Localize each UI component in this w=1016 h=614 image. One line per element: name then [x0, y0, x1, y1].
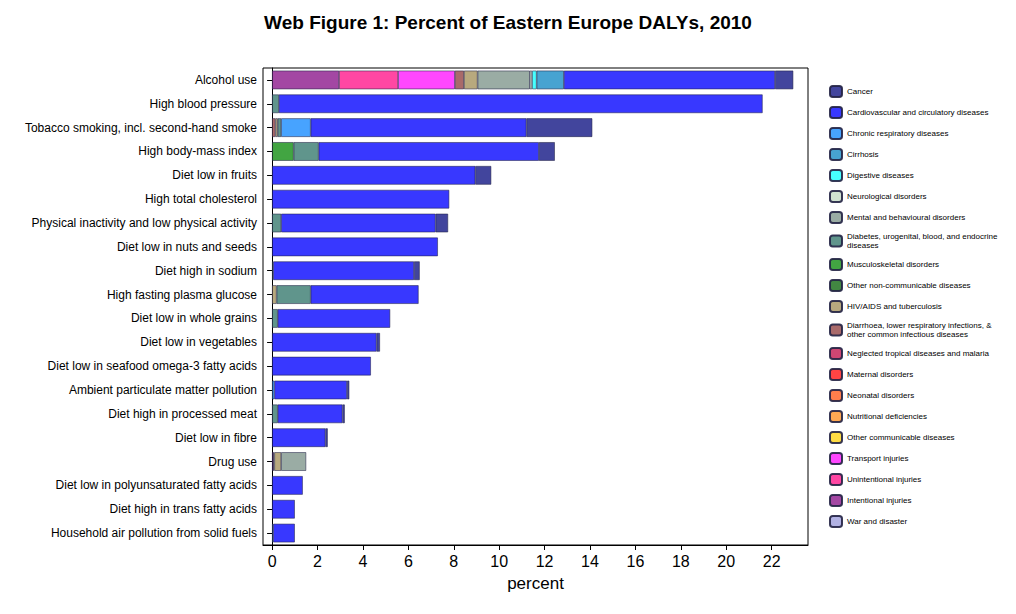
svg-text:High fasting plasma glucose: High fasting plasma glucose — [107, 288, 257, 302]
svg-text:Unintentional injuries: Unintentional injuries — [847, 475, 921, 484]
svg-text:Tobacco smoking, incl. second-: Tobacco smoking, incl. second-hand smoke — [25, 121, 257, 135]
svg-text:Chronic respiratory diseases: Chronic respiratory diseases — [847, 129, 948, 138]
svg-text:Diet high in sodium: Diet high in sodium — [155, 264, 257, 278]
svg-text:High body-mass index: High body-mass index — [138, 144, 257, 158]
svg-text:Alcohol use: Alcohol use — [195, 73, 257, 87]
svg-text:Neurological disorders: Neurological disorders — [847, 192, 927, 201]
svg-text:Maternal disorders: Maternal disorders — [847, 370, 913, 379]
svg-text:Digestive diseases: Digestive diseases — [847, 171, 914, 180]
svg-text:Other non-communicable disease: Other non-communicable diseases — [847, 281, 971, 290]
svg-text:Diet low in whole grains: Diet low in whole grains — [131, 311, 257, 325]
svg-text:War and disaster: War and disaster — [847, 517, 908, 526]
svg-text:6: 6 — [404, 553, 413, 570]
svg-text:Diet low in nuts and seeds: Diet low in nuts and seeds — [117, 240, 257, 254]
svg-text:Intentional injuries: Intentional injuries — [847, 496, 911, 505]
svg-text:Other communicable diseases: Other communicable diseases — [847, 433, 955, 442]
svg-text:Neonatal disorders: Neonatal disorders — [847, 391, 914, 400]
svg-text:Diet high in processed meat: Diet high in processed meat — [108, 407, 257, 421]
svg-text:Diet low in vegetables: Diet low in vegetables — [140, 335, 257, 349]
svg-text:Transport injuries: Transport injuries — [847, 454, 909, 463]
svg-text:16: 16 — [627, 553, 645, 570]
svg-text:Drug use: Drug use — [208, 455, 257, 469]
svg-text:Ambient particulate matter pol: Ambient particulate matter pollution — [69, 383, 257, 397]
svg-text:Musculoskeletal disorders: Musculoskeletal disorders — [847, 260, 939, 269]
svg-text:Cancer: Cancer — [847, 87, 873, 96]
svg-text:Diet high in trans fatty acids: Diet high in trans fatty acids — [110, 502, 257, 516]
svg-text:Cardiovascular and circulatory: Cardiovascular and circulatory diseases — [847, 108, 988, 117]
svg-text:20: 20 — [717, 553, 735, 570]
svg-text:Web Figure 1: Percent of Easte: Web Figure 1: Percent of Eastern Europe … — [264, 12, 752, 33]
svg-text:Physical inactivity and low ph: Physical inactivity and low physical act… — [32, 216, 257, 230]
svg-text:diseases: diseases — [847, 241, 879, 250]
svg-text:Diet low in seafood omega-3 fa: Diet low in seafood omega-3 fatty acids — [48, 359, 257, 373]
svg-text:4: 4 — [358, 553, 367, 570]
svg-text:HIV/AIDS and tuberculosis: HIV/AIDS and tuberculosis — [847, 302, 942, 311]
svg-text:Household air pollution from s: Household air pollution from solid fuels — [51, 526, 257, 540]
svg-text:Diet low in fibre: Diet low in fibre — [175, 431, 257, 445]
svg-text:Diet low in fruits: Diet low in fruits — [172, 168, 257, 182]
svg-text:18: 18 — [672, 553, 690, 570]
svg-text:other common infectious diseas: other common infectious diseases — [847, 330, 968, 339]
svg-text:12: 12 — [536, 553, 554, 570]
svg-text:10: 10 — [490, 553, 508, 570]
svg-text:2: 2 — [313, 553, 322, 570]
svg-text:8: 8 — [449, 553, 458, 570]
svg-text:0: 0 — [268, 553, 277, 570]
svg-text:22: 22 — [763, 553, 781, 570]
svg-text:Diet low in polyunsaturated fa: Diet low in polyunsaturated fatty acids — [56, 478, 257, 492]
svg-text:Cirrhosis: Cirrhosis — [847, 150, 879, 159]
svg-text:Diarrhoea, lower respiratory i: Diarrhoea, lower respiratory infections,… — [847, 321, 994, 330]
svg-text:Mental and behavioural disorde: Mental and behavioural disorders — [847, 213, 965, 222]
svg-text:Nutritional deficiencies: Nutritional deficiencies — [847, 412, 927, 421]
svg-text:High total cholesterol: High total cholesterol — [145, 192, 257, 206]
svg-text:Diabetes, urogenital, blood, a: Diabetes, urogenital, blood, and endocri… — [847, 232, 1000, 241]
svg-text:High blood pressure: High blood pressure — [150, 97, 258, 111]
svg-text:Neglected tropical diseases an: Neglected tropical diseases and malaria — [847, 349, 989, 358]
svg-text:14: 14 — [581, 553, 599, 570]
svg-text:percent: percent — [507, 574, 564, 593]
